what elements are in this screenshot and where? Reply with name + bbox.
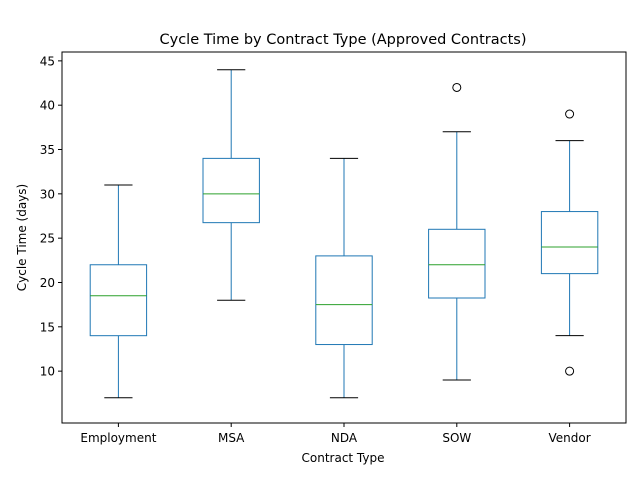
box-group bbox=[89, 184, 148, 399]
y-tick-label: 40 bbox=[40, 99, 55, 113]
box-group bbox=[315, 157, 373, 399]
x-tick-label: MSA bbox=[218, 431, 245, 445]
x-tick-label: Employment bbox=[80, 431, 156, 445]
y-tick-label: 30 bbox=[40, 187, 55, 201]
outlier-point bbox=[565, 109, 575, 119]
box-group bbox=[428, 82, 486, 381]
outlier-point bbox=[565, 366, 575, 376]
chart-title: Cycle Time by Contract Type (Approved Co… bbox=[159, 32, 526, 48]
x-tick-label: SOW bbox=[442, 431, 471, 445]
box-iqr bbox=[428, 228, 486, 299]
y-tick-label: 15 bbox=[40, 320, 55, 334]
y-tick-label: 20 bbox=[40, 276, 55, 290]
box-group bbox=[202, 69, 260, 301]
box-iqr bbox=[540, 211, 599, 275]
box-iqr bbox=[315, 255, 373, 346]
x-axis: Employment MSA NDA SOW Vendor bbox=[80, 423, 591, 445]
y-axis: 10 15 20 25 30 35 40 45 bbox=[40, 54, 62, 379]
y-tick-label: 10 bbox=[40, 365, 55, 379]
plot-area bbox=[89, 69, 599, 399]
y-tick-label: 35 bbox=[40, 143, 55, 157]
box-iqr bbox=[202, 157, 260, 224]
x-tick-label: Vendor bbox=[549, 431, 591, 445]
x-tick-label: NDA bbox=[331, 431, 358, 445]
y-tick-label: 45 bbox=[40, 54, 55, 68]
box-iqr bbox=[89, 264, 148, 337]
y-tick-label: 25 bbox=[40, 232, 55, 246]
y-axis-title: Cycle Time (days) bbox=[15, 184, 29, 291]
outlier-point bbox=[452, 82, 462, 92]
box-group bbox=[540, 109, 599, 376]
x-axis-title: Contract Type bbox=[302, 451, 385, 465]
